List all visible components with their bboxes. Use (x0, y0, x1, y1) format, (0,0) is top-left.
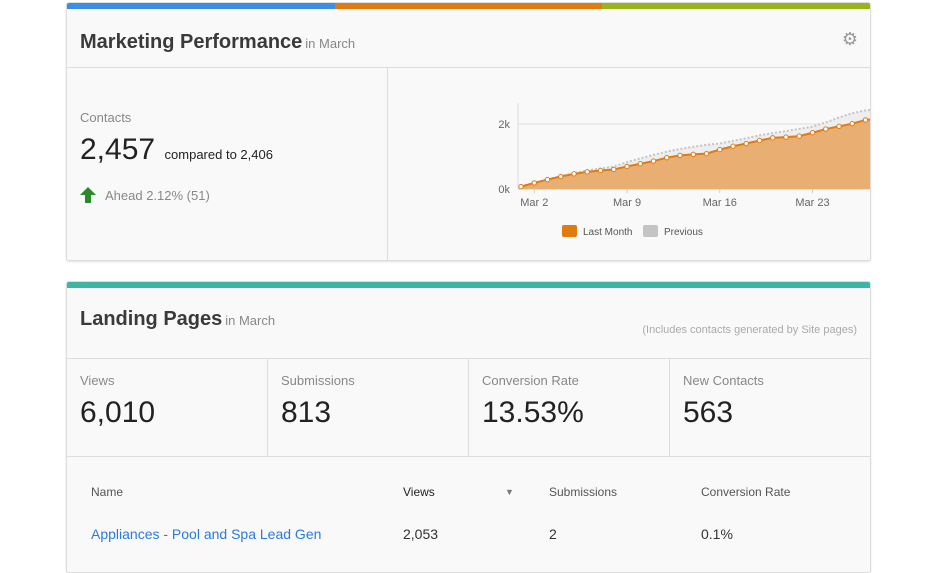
data-point (571, 171, 577, 177)
column-views[interactable]: Views (403, 485, 435, 499)
data-point (717, 146, 723, 153)
title-text: Landing Pages (80, 308, 223, 330)
x-tick-label: Mar 16 (703, 197, 737, 209)
stat-value: 6,010 (80, 396, 156, 429)
color-bar (67, 3, 870, 9)
data-point (518, 183, 524, 190)
data-point (809, 130, 816, 136)
data-point (677, 152, 683, 159)
page-name-link[interactable]: Appliances - Pool and Spa Lead Gen (91, 526, 322, 542)
data-point (584, 169, 590, 175)
data-point (611, 166, 617, 173)
data-point (664, 154, 670, 161)
gear-icon[interactable]: ⚙ (841, 29, 858, 49)
table-row: Appliances - Pool and Spa Lead Gen 2,053… (80, 505, 791, 563)
data-point (544, 176, 551, 183)
legend-label-last-month: Last Month (583, 227, 632, 238)
contacts-value: 2,457 (80, 133, 156, 166)
x-tick-label: Mar 2 (520, 197, 548, 209)
stat-label: Conversion Rate (482, 373, 579, 388)
note-text: (Includes contacts generated by Site pag… (642, 324, 857, 336)
cell-submissions: 2 (549, 526, 557, 542)
title-text: Marketing Performance (80, 31, 303, 53)
contacts-panel: Contacts 2,457 compared to 2,406 Ahead 2… (67, 68, 388, 260)
landing-pages-table: Name Views ▼ Submissions Conversion Rate… (80, 479, 791, 563)
data-point (783, 134, 789, 140)
data-point (756, 137, 763, 144)
stat-views: Views 6,010 (67, 359, 268, 456)
y-tick-label: 2k (498, 119, 510, 131)
stats-row: Views 6,010 Submissions 813 Conversion Rat… (67, 359, 870, 457)
data-point (730, 143, 736, 149)
legend-label-previous: Previous (664, 227, 703, 238)
sort-desc-icon[interactable]: ▼ (505, 487, 514, 497)
stat-value: 563 (683, 396, 734, 429)
stat-label: New Contacts (683, 373, 764, 388)
stat-value: 13.53% (482, 396, 584, 429)
data-point (796, 133, 802, 139)
data-point (862, 117, 869, 123)
color-bar (67, 282, 870, 288)
column-conversion-rate[interactable]: Conversion Rate (701, 485, 791, 499)
data-point (849, 120, 855, 127)
x-tick-label: Mar 23 (795, 197, 829, 209)
stat-label: Views (80, 373, 115, 388)
cell-views: 2,053 (403, 526, 439, 542)
data-point (637, 161, 643, 167)
compared-text: compared to 2,406 (164, 147, 273, 162)
data-point (743, 140, 749, 147)
column-name[interactable]: Name (91, 485, 124, 499)
data-point (650, 158, 657, 164)
column-submissions[interactable]: Submissions (549, 485, 618, 499)
data-point (703, 150, 710, 157)
subtitle: in March (305, 36, 356, 51)
data-point (597, 167, 604, 174)
x-tick-label: Mar 9 (613, 197, 641, 209)
cell-rate: 0.1% (701, 526, 733, 542)
legend-swatch-last-month (562, 225, 577, 237)
data-point (690, 151, 696, 158)
stat-label: Submissions (281, 373, 355, 388)
marketing-performance-card: Marketing Performance in March ⚙ Contacts… (66, 2, 871, 261)
landing-pages-card: Landing Pages in March (Includes contacts… (66, 281, 871, 573)
card-title: Landing Pages in March (80, 308, 275, 331)
data-point (770, 135, 776, 141)
trend-text: Ahead 2.12% (51) (105, 187, 210, 203)
data-point (836, 123, 842, 130)
card-title: Marketing Performance in March (80, 31, 355, 54)
y-tick-label: 0k (498, 184, 510, 196)
data-point (624, 163, 630, 170)
stat-conversion-rate: Conversion Rate 13.53% (469, 359, 670, 456)
previous-line (520, 109, 870, 188)
subtitle: in March (225, 313, 276, 328)
card-header: Marketing Performance in March ⚙ (67, 9, 870, 68)
legend-swatch-previous (643, 225, 658, 237)
data-point (823, 126, 829, 132)
card-header: Landing Pages in March (Includes contacts… (67, 288, 870, 359)
stat-submissions: Submissions 813 (268, 359, 469, 456)
arrow-up-icon (80, 187, 96, 203)
data-point (531, 180, 537, 186)
table-header: Name Views ▼ Submissions Conversion Rate (80, 479, 791, 505)
contacts-label: Contacts (80, 110, 132, 125)
stat-value: 813 (281, 396, 332, 429)
data-point (558, 173, 564, 180)
stat-new-contacts: New Contacts 563 (670, 359, 870, 456)
